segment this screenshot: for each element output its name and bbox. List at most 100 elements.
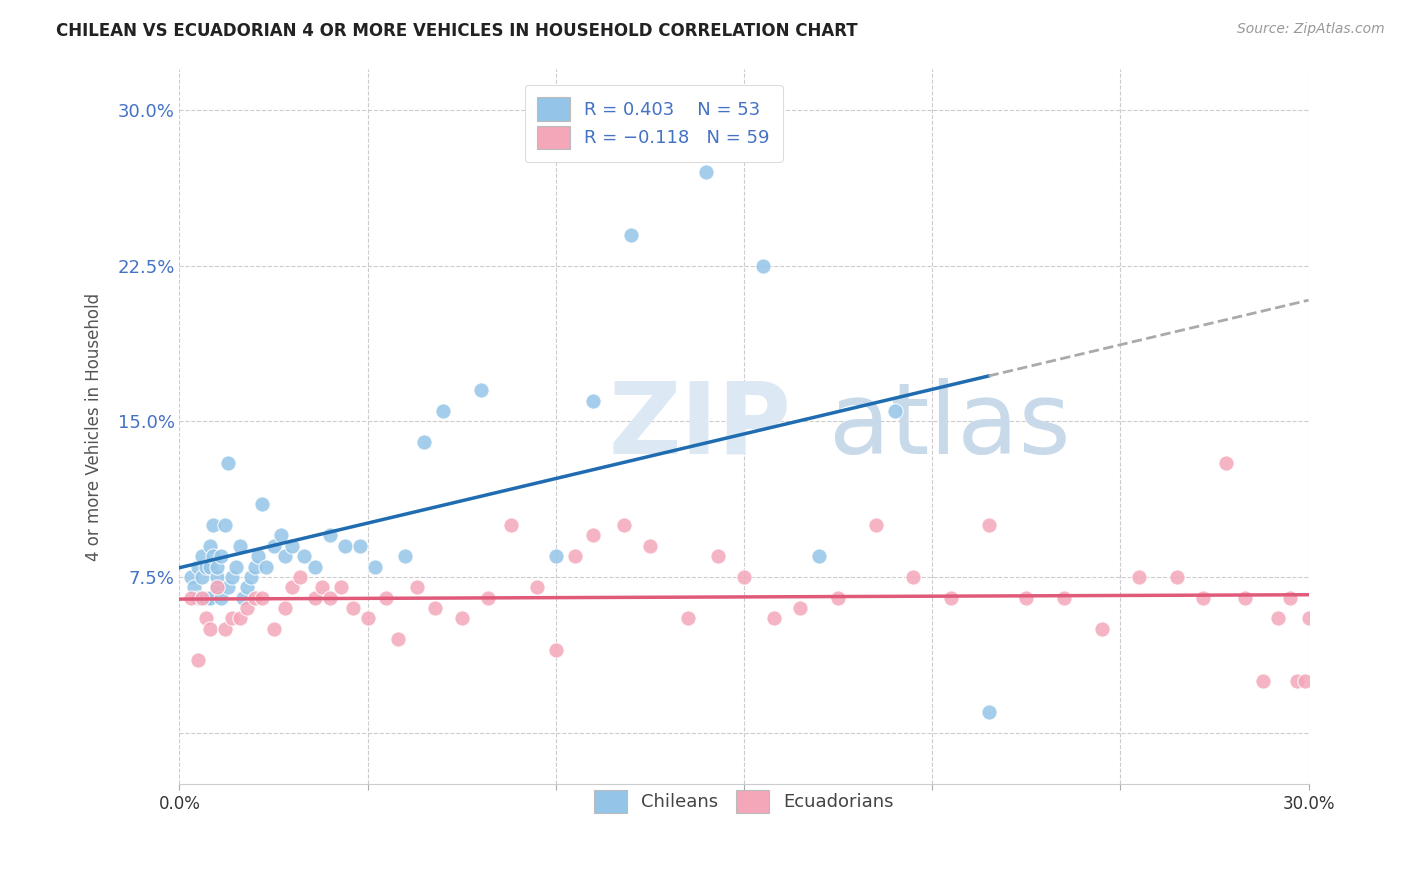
Point — [274, 549, 297, 564]
Point — [477, 591, 499, 605]
Point — [180, 591, 202, 605]
Point — [281, 580, 304, 594]
Point — [1253, 673, 1275, 688]
Point — [394, 549, 416, 564]
Point — [205, 559, 228, 574]
Point — [194, 559, 217, 574]
Point — [304, 559, 326, 574]
Point — [191, 549, 214, 564]
Point — [183, 580, 205, 594]
Point — [187, 559, 209, 574]
Text: atlas: atlas — [828, 378, 1070, 475]
Point — [638, 539, 661, 553]
Point — [977, 518, 1000, 533]
Point — [304, 591, 326, 605]
Point — [1298, 611, 1320, 625]
Point — [187, 653, 209, 667]
Point — [582, 393, 605, 408]
Point — [217, 456, 239, 470]
Point — [676, 611, 699, 625]
Point — [243, 559, 266, 574]
Point — [330, 580, 353, 594]
Point — [1166, 570, 1188, 584]
Point — [247, 549, 270, 564]
Point — [288, 570, 311, 584]
Point — [274, 601, 297, 615]
Point — [564, 549, 586, 564]
Point — [1286, 673, 1309, 688]
Point — [263, 622, 285, 636]
Point — [214, 622, 236, 636]
Point — [827, 591, 849, 605]
Point — [432, 404, 454, 418]
Point — [311, 580, 333, 594]
Point — [695, 165, 717, 179]
Point — [319, 591, 342, 605]
Point — [903, 570, 925, 584]
Point — [977, 705, 1000, 719]
Point — [544, 642, 567, 657]
Point — [808, 549, 831, 564]
Point — [198, 622, 221, 636]
Point — [198, 539, 221, 553]
Point — [254, 559, 277, 574]
Point — [1294, 673, 1316, 688]
Text: Source: ZipAtlas.com: Source: ZipAtlas.com — [1237, 22, 1385, 37]
Point — [263, 539, 285, 553]
Point — [232, 591, 254, 605]
Point — [789, 601, 811, 615]
Point — [205, 570, 228, 584]
Point — [239, 570, 262, 584]
Legend: Chileans, Ecuadorians: Chileans, Ecuadorians — [582, 777, 907, 825]
Point — [425, 601, 447, 615]
Point — [243, 591, 266, 605]
Point — [349, 539, 371, 553]
Point — [214, 518, 236, 533]
Point — [1215, 456, 1237, 470]
Point — [364, 559, 387, 574]
Point — [221, 611, 243, 625]
Point — [270, 528, 292, 542]
Point — [194, 591, 217, 605]
Point — [225, 559, 247, 574]
Point — [209, 591, 232, 605]
Text: ZIP: ZIP — [609, 378, 792, 475]
Point — [187, 591, 209, 605]
Point — [1192, 591, 1215, 605]
Point — [733, 570, 755, 584]
Point — [217, 580, 239, 594]
Point — [252, 591, 274, 605]
Point — [191, 591, 214, 605]
Point — [292, 549, 315, 564]
Point — [413, 435, 436, 450]
Point — [252, 497, 274, 511]
Point — [281, 539, 304, 553]
Point — [865, 518, 887, 533]
Point — [205, 580, 228, 594]
Point — [202, 549, 225, 564]
Point — [387, 632, 409, 647]
Point — [180, 570, 202, 584]
Point — [544, 549, 567, 564]
Point — [1233, 591, 1256, 605]
Point — [228, 539, 250, 553]
Point — [883, 404, 905, 418]
Point — [342, 601, 364, 615]
Point — [319, 528, 342, 542]
Point — [228, 611, 250, 625]
Point — [1267, 611, 1289, 625]
Y-axis label: 4 or more Vehicles in Household: 4 or more Vehicles in Household — [86, 293, 103, 560]
Text: CHILEAN VS ECUADORIAN 4 OR MORE VEHICLES IN HOUSEHOLD CORRELATION CHART: CHILEAN VS ECUADORIAN 4 OR MORE VEHICLES… — [56, 22, 858, 40]
Point — [333, 539, 356, 553]
Point — [221, 570, 243, 584]
Point — [470, 383, 492, 397]
Point — [620, 227, 643, 242]
Point — [1090, 622, 1112, 636]
Point — [763, 611, 786, 625]
Point — [752, 259, 775, 273]
Point — [194, 611, 217, 625]
Point — [198, 559, 221, 574]
Point — [356, 611, 378, 625]
Point — [612, 518, 634, 533]
Point — [450, 611, 472, 625]
